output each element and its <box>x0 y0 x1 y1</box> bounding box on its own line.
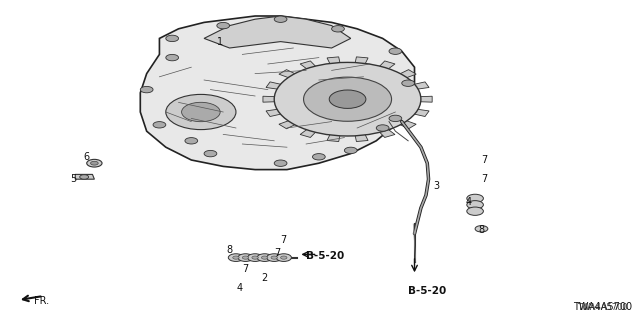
Circle shape <box>217 22 230 29</box>
Polygon shape <box>279 70 297 78</box>
Circle shape <box>243 256 249 259</box>
Circle shape <box>274 16 287 22</box>
Text: 6: 6 <box>83 152 89 162</box>
Polygon shape <box>140 16 415 170</box>
Polygon shape <box>378 128 395 138</box>
Text: TWA4A5700: TWA4A5700 <box>573 302 632 312</box>
Text: 7: 7 <box>481 155 488 165</box>
Circle shape <box>252 256 259 259</box>
Polygon shape <box>378 61 395 70</box>
Circle shape <box>90 161 98 165</box>
Text: TWA4A5700: TWA4A5700 <box>577 303 628 312</box>
Text: 8: 8 <box>227 244 233 255</box>
Polygon shape <box>266 82 284 90</box>
Circle shape <box>332 26 344 32</box>
Text: 4: 4 <box>236 283 242 293</box>
Circle shape <box>262 256 268 259</box>
Polygon shape <box>279 120 297 129</box>
Circle shape <box>475 226 488 232</box>
Circle shape <box>344 147 357 154</box>
Polygon shape <box>412 82 429 90</box>
Circle shape <box>467 207 483 215</box>
Circle shape <box>467 194 483 203</box>
Circle shape <box>80 175 89 179</box>
Circle shape <box>276 254 291 261</box>
Circle shape <box>166 94 236 130</box>
Circle shape <box>402 80 415 86</box>
Text: 5: 5 <box>70 174 76 184</box>
Circle shape <box>389 115 402 122</box>
Circle shape <box>182 102 220 122</box>
Circle shape <box>329 90 366 108</box>
Circle shape <box>303 77 392 121</box>
Text: 7: 7 <box>481 174 488 184</box>
Circle shape <box>376 125 389 131</box>
Polygon shape <box>355 133 368 141</box>
Text: 7: 7 <box>281 235 287 245</box>
Text: 8: 8 <box>479 225 484 236</box>
Circle shape <box>271 256 277 259</box>
Circle shape <box>257 254 272 261</box>
Text: B-5-20: B-5-20 <box>306 251 344 261</box>
Text: 2: 2 <box>262 273 268 284</box>
Polygon shape <box>263 96 278 102</box>
Polygon shape <box>398 70 416 78</box>
Polygon shape <box>327 133 340 141</box>
Circle shape <box>153 122 166 128</box>
Circle shape <box>467 201 483 209</box>
Polygon shape <box>204 16 351 48</box>
Circle shape <box>248 254 263 261</box>
Polygon shape <box>355 57 368 65</box>
Text: 1: 1 <box>217 36 223 47</box>
Text: 3: 3 <box>434 180 440 191</box>
Polygon shape <box>76 174 94 179</box>
Circle shape <box>389 48 402 54</box>
Circle shape <box>274 160 287 166</box>
Circle shape <box>238 254 253 261</box>
Circle shape <box>312 154 325 160</box>
Circle shape <box>166 54 179 61</box>
Polygon shape <box>266 109 284 116</box>
Polygon shape <box>300 128 317 138</box>
Text: FR.: FR. <box>34 296 49 306</box>
Polygon shape <box>327 57 340 65</box>
Polygon shape <box>417 96 432 102</box>
Polygon shape <box>412 109 429 116</box>
Circle shape <box>280 256 287 259</box>
Text: 7: 7 <box>243 264 249 274</box>
Text: 7: 7 <box>275 248 280 258</box>
Polygon shape <box>398 120 416 129</box>
Circle shape <box>267 254 282 261</box>
Circle shape <box>140 86 153 93</box>
Text: B-5-20: B-5-20 <box>408 286 446 296</box>
Polygon shape <box>300 61 317 70</box>
Circle shape <box>185 138 198 144</box>
Text: 4: 4 <box>466 196 472 207</box>
Circle shape <box>233 256 239 259</box>
Circle shape <box>274 62 421 136</box>
Circle shape <box>228 254 244 261</box>
Circle shape <box>204 150 217 157</box>
Circle shape <box>166 35 179 42</box>
Circle shape <box>87 159 102 167</box>
